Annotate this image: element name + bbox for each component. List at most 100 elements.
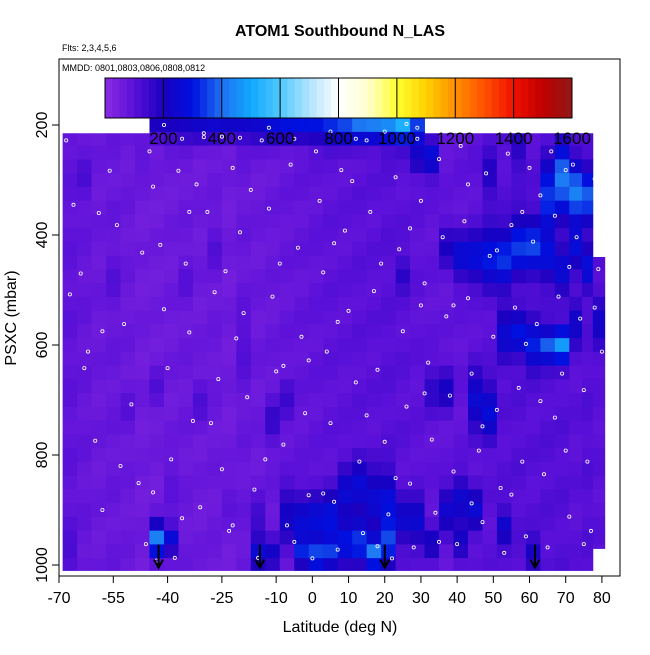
heatmap-cell xyxy=(569,145,583,160)
heatmap-cell xyxy=(525,200,541,215)
heatmap-cell xyxy=(192,393,208,408)
sample-point xyxy=(321,491,326,496)
colorbar-segment xyxy=(374,78,383,118)
heatmap-cell xyxy=(323,200,339,215)
sample-point xyxy=(212,290,217,295)
y-tick-label: 200 xyxy=(34,112,51,139)
heatmap-cell xyxy=(91,503,107,518)
heatmap-cell xyxy=(221,310,237,325)
sample-point xyxy=(476,448,481,453)
heatmap-cell xyxy=(207,255,223,270)
sample-point xyxy=(245,395,250,400)
colorbar-segment xyxy=(404,78,412,118)
heatmap-cell xyxy=(540,214,556,229)
heatmap-cell xyxy=(279,489,295,504)
colorbar-segment xyxy=(148,78,157,118)
y-tick-label: 1000 xyxy=(34,547,51,583)
heatmap-cell xyxy=(265,283,281,298)
colorbar-tick-label: 1000 xyxy=(378,129,416,148)
heatmap-cell xyxy=(554,393,570,408)
heatmap-cell xyxy=(395,131,411,147)
sample-point xyxy=(299,334,304,339)
heatmap-cell xyxy=(381,214,396,229)
sample-point xyxy=(165,366,170,371)
heatmap-cell xyxy=(467,489,483,504)
heatmap-cell xyxy=(178,503,194,518)
heatmap-cell xyxy=(592,365,606,380)
heatmap-cell xyxy=(569,379,583,394)
heatmap-cell xyxy=(250,365,266,380)
heatmap-cell xyxy=(178,516,194,532)
sample-point xyxy=(313,149,318,154)
heatmap-cell xyxy=(149,516,165,532)
heatmap-cell xyxy=(540,448,556,463)
heatmap-cell xyxy=(91,255,107,270)
sample-point xyxy=(67,292,72,297)
heatmap-cell xyxy=(62,379,78,394)
heatmap-cell xyxy=(294,296,310,312)
heatmap-cell xyxy=(439,351,454,367)
heatmap-cell xyxy=(525,379,541,394)
heatmap-cell xyxy=(106,173,121,188)
heatmap-cell xyxy=(395,324,411,339)
heatmap-cell xyxy=(250,351,266,367)
heatmap-cell xyxy=(381,420,396,435)
heatmap-cell xyxy=(439,324,454,339)
heatmap-cell xyxy=(135,365,150,380)
heatmap-cell xyxy=(395,406,411,422)
heatmap-cell xyxy=(308,365,324,380)
heatmap-cell xyxy=(424,365,440,380)
heatmap-cell xyxy=(323,145,339,160)
heatmap-cell xyxy=(554,351,570,367)
sample-point xyxy=(426,360,431,365)
heatmap-cell xyxy=(525,186,541,202)
heatmap-cell xyxy=(424,310,440,325)
heatmap-cell xyxy=(366,283,382,298)
heatmap-cell xyxy=(279,530,295,545)
heatmap-cell xyxy=(120,173,136,188)
x-tick-label: -10 xyxy=(265,590,288,607)
sample-point xyxy=(502,550,507,555)
heatmap-cell xyxy=(106,255,121,270)
heatmap-cell xyxy=(511,558,527,571)
heatmap-cell xyxy=(482,558,498,571)
colorbar-segment xyxy=(550,78,558,118)
heatmap-cell xyxy=(91,393,107,408)
sample-point xyxy=(310,556,315,561)
sample-point xyxy=(147,149,152,154)
heatmap-cell xyxy=(582,200,594,215)
heatmap-cell xyxy=(323,338,339,353)
heatmap-cell xyxy=(265,558,281,571)
colorbar-segment xyxy=(447,78,456,118)
heatmap-cell xyxy=(91,283,107,298)
heatmap-cell xyxy=(496,530,512,545)
heatmap-cell xyxy=(540,365,556,380)
heatmap-cell xyxy=(236,145,252,160)
x-tick-label: 60 xyxy=(521,590,539,607)
sample-point xyxy=(266,125,271,130)
heatmap-cell xyxy=(207,420,223,435)
y-axis-label: PSXC (mbar) xyxy=(3,270,20,365)
heatmap-cell xyxy=(395,461,411,477)
heatmap-cell xyxy=(337,434,353,449)
heatmap-cell xyxy=(496,173,512,188)
heatmap-cell xyxy=(410,448,425,463)
heatmap-cell xyxy=(424,530,440,545)
heatmap-cell xyxy=(366,406,382,422)
heatmap-cell xyxy=(395,200,411,215)
heatmap-cell xyxy=(554,324,570,339)
heatmap-cell xyxy=(525,503,541,518)
colorbar-segment xyxy=(177,78,186,118)
sample-point xyxy=(545,545,550,550)
x-tick-label: 70 xyxy=(557,590,575,607)
heatmap-cell xyxy=(207,214,223,229)
heatmap-cell xyxy=(569,186,583,202)
heatmap-cell xyxy=(221,159,237,174)
heatmap-cell xyxy=(352,131,368,147)
heatmap-cell xyxy=(221,406,237,422)
heatmap-cell xyxy=(410,131,425,147)
sample-point xyxy=(151,490,156,495)
heatmap-cell xyxy=(467,310,483,325)
heatmap-cell xyxy=(569,503,583,518)
sample-point xyxy=(513,305,518,310)
